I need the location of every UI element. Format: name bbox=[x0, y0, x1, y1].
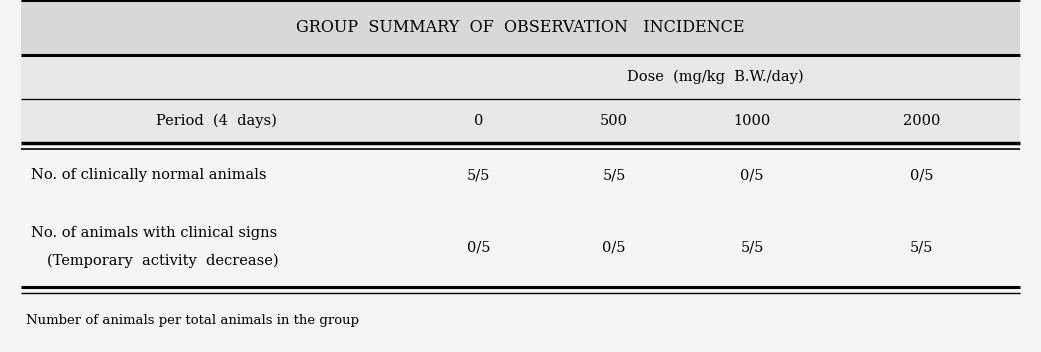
Text: 0/5: 0/5 bbox=[467, 240, 490, 254]
Text: GROUP  SUMMARY  OF  OBSERVATION   INCIDENCE: GROUP SUMMARY OF OBSERVATION INCIDENCE bbox=[297, 19, 744, 36]
Text: Period  (4  days): Period (4 days) bbox=[155, 113, 277, 128]
Text: No. of animals with clinical signs: No. of animals with clinical signs bbox=[31, 226, 278, 240]
Text: No. of clinically normal animals: No. of clinically normal animals bbox=[31, 168, 266, 182]
Text: 5/5: 5/5 bbox=[910, 240, 933, 254]
Text: Number of animals per total animals in the group: Number of animals per total animals in t… bbox=[26, 314, 359, 327]
Bar bbox=[21, 208, 1020, 287]
Text: 5/5: 5/5 bbox=[467, 168, 490, 182]
Bar bbox=[21, 0, 1020, 55]
Text: 0: 0 bbox=[474, 114, 484, 127]
Text: 0/5: 0/5 bbox=[910, 168, 933, 182]
Bar bbox=[21, 143, 1020, 208]
Text: 500: 500 bbox=[601, 114, 628, 127]
Text: 5/5: 5/5 bbox=[740, 240, 764, 254]
Bar bbox=[21, 55, 1020, 99]
Text: 0/5: 0/5 bbox=[740, 168, 764, 182]
Text: 0/5: 0/5 bbox=[603, 240, 626, 254]
Text: 5/5: 5/5 bbox=[603, 168, 626, 182]
Text: (Temporary  activity  decrease): (Temporary activity decrease) bbox=[47, 253, 279, 268]
Text: 1000: 1000 bbox=[734, 114, 770, 127]
Bar bbox=[21, 99, 1020, 143]
Text: Dose  (mg/kg  B.W./day): Dose (mg/kg B.W./day) bbox=[628, 69, 804, 84]
Text: 2000: 2000 bbox=[903, 114, 940, 127]
